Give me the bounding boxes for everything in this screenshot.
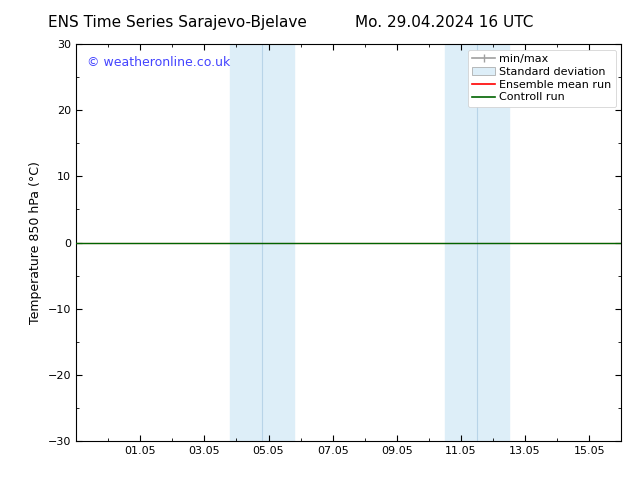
Y-axis label: Temperature 850 hPa (°C): Temperature 850 hPa (°C) [29, 161, 42, 324]
Text: Mo. 29.04.2024 16 UTC: Mo. 29.04.2024 16 UTC [354, 15, 533, 30]
Text: ENS Time Series Sarajevo-Bjelave: ENS Time Series Sarajevo-Bjelave [48, 15, 307, 30]
Bar [445, 44, 509, 441]
Bar [230, 44, 294, 441]
Legend: min/max, Standard deviation, Ensemble mean run, Controll run: min/max, Standard deviation, Ensemble me… [468, 49, 616, 107]
Text: © weatheronline.co.uk: © weatheronline.co.uk [87, 56, 230, 69]
